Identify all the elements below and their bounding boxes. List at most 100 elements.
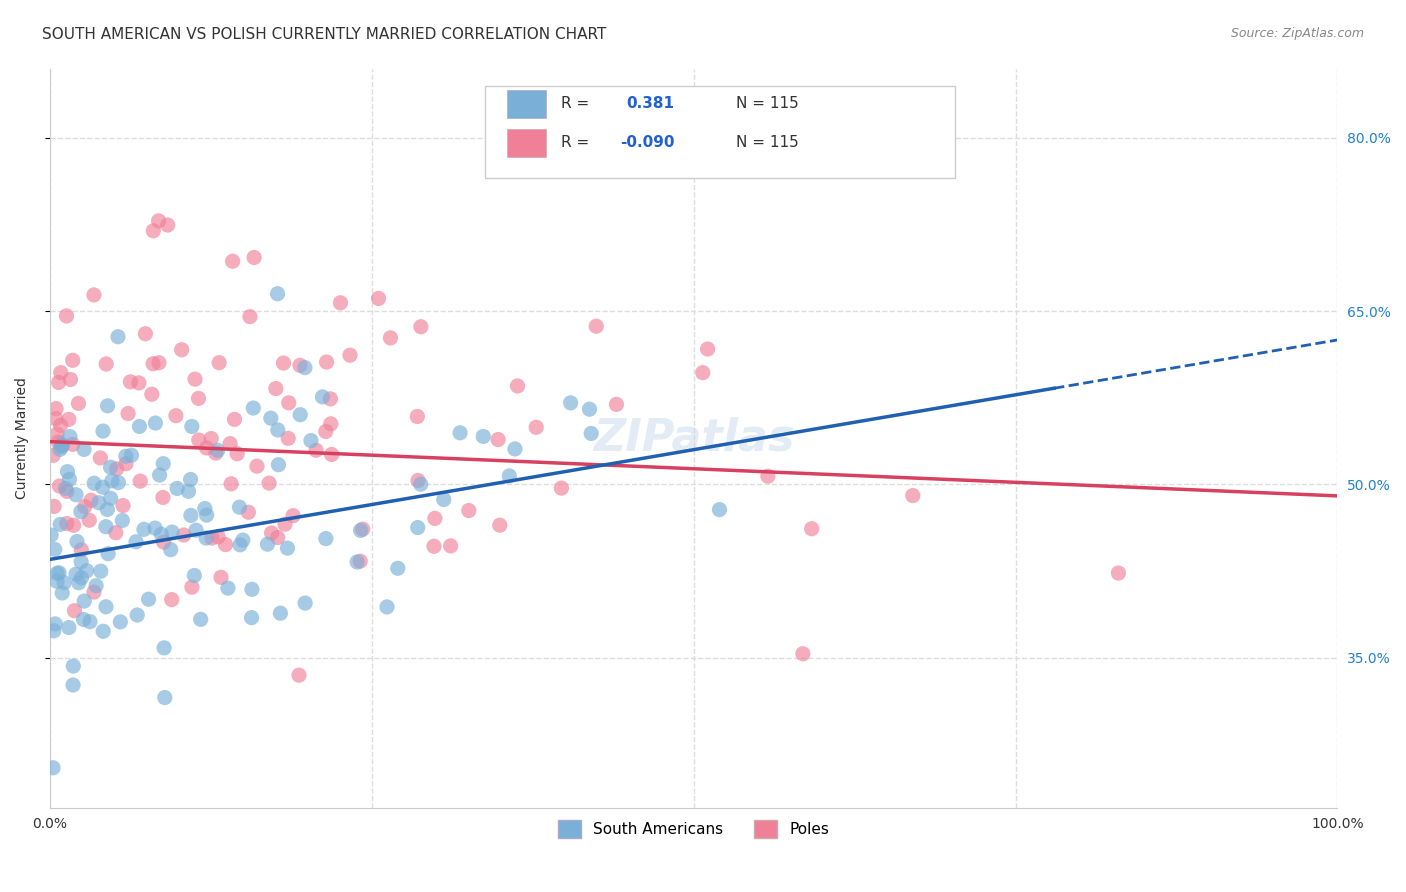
South Americans <box>166 482 188 496</box>
South Americans <box>160 524 183 539</box>
Poles <box>115 457 138 471</box>
South Americans <box>100 491 122 506</box>
Poles <box>187 433 209 447</box>
Text: R =: R = <box>561 95 589 111</box>
Poles <box>128 376 150 390</box>
Text: 0.381: 0.381 <box>627 95 675 111</box>
South Americans <box>242 401 264 415</box>
South Americans <box>120 448 142 462</box>
South Americans <box>58 621 80 635</box>
South Americans <box>150 527 173 541</box>
South Americans <box>349 524 371 538</box>
Poles <box>73 500 96 514</box>
Text: N = 115: N = 115 <box>737 135 799 150</box>
Poles <box>62 518 84 533</box>
Poles <box>134 326 156 341</box>
South Americans <box>299 434 322 448</box>
Poles <box>59 372 82 386</box>
South Americans <box>267 423 290 437</box>
Poles <box>83 585 105 599</box>
South Americans <box>128 419 150 434</box>
Poles <box>62 437 84 451</box>
Poles <box>264 382 287 396</box>
Poles <box>901 489 924 503</box>
South Americans <box>101 474 124 488</box>
Poles <box>273 356 295 370</box>
Poles <box>305 443 328 458</box>
South Americans <box>269 606 291 620</box>
South Americans <box>311 390 333 404</box>
Poles <box>77 513 100 527</box>
South Americans <box>256 537 278 551</box>
Poles <box>243 251 266 265</box>
Poles <box>488 518 510 533</box>
Poles <box>49 366 72 380</box>
South Americans <box>579 426 602 441</box>
South Americans <box>190 612 212 626</box>
Bar <box>508 90 546 118</box>
South Americans <box>96 399 118 413</box>
South Americans <box>48 566 70 580</box>
South Americans <box>94 519 117 533</box>
South Americans <box>449 425 471 440</box>
South Americans <box>153 640 176 655</box>
South Americans <box>110 615 132 629</box>
South Americans <box>180 508 202 523</box>
South Americans <box>58 472 80 486</box>
Poles <box>423 511 446 525</box>
South Americans <box>87 496 110 510</box>
South Americans <box>578 402 600 417</box>
Text: Source: ZipAtlas.com: Source: ZipAtlas.com <box>1230 27 1364 40</box>
South Americans <box>42 624 65 638</box>
South Americans <box>79 615 101 629</box>
Poles <box>288 359 311 373</box>
Poles <box>62 353 84 368</box>
South Americans <box>42 761 65 775</box>
South Americans <box>83 476 105 491</box>
Poles <box>51 439 73 453</box>
Poles <box>506 379 529 393</box>
Text: N = 115: N = 115 <box>737 95 799 111</box>
South Americans <box>91 480 114 494</box>
Poles <box>117 407 139 421</box>
Poles <box>67 396 90 410</box>
South Americans <box>51 437 73 451</box>
South Americans <box>44 542 66 557</box>
Poles <box>55 309 77 323</box>
South Americans <box>207 443 229 458</box>
South Americans <box>91 624 114 639</box>
Poles <box>457 503 479 517</box>
Poles <box>277 431 299 445</box>
Poles <box>756 469 779 483</box>
Poles <box>152 491 174 505</box>
Poles <box>200 432 222 446</box>
South Americans <box>44 616 66 631</box>
South Americans <box>70 555 93 569</box>
South Americans <box>472 429 495 443</box>
Poles <box>440 539 463 553</box>
Poles <box>187 392 209 406</box>
South Americans <box>294 360 316 375</box>
South Americans <box>76 564 98 578</box>
South Americans <box>145 416 167 430</box>
Poles <box>170 343 193 357</box>
South Americans <box>127 607 149 622</box>
Poles <box>58 412 80 426</box>
Poles <box>112 499 135 513</box>
Poles <box>83 288 105 302</box>
Poles <box>406 474 429 488</box>
Poles <box>89 450 111 465</box>
Poles <box>148 214 170 228</box>
South Americans <box>46 574 69 589</box>
Poles <box>288 668 311 682</box>
South Americans <box>62 659 84 673</box>
Poles <box>321 448 343 462</box>
Poles <box>219 436 242 450</box>
South Americans <box>290 408 312 422</box>
Poles <box>246 459 269 474</box>
South Americans <box>375 599 398 614</box>
Poles <box>173 528 195 542</box>
South Americans <box>100 460 122 475</box>
Poles <box>104 525 127 540</box>
South Americans <box>315 532 337 546</box>
